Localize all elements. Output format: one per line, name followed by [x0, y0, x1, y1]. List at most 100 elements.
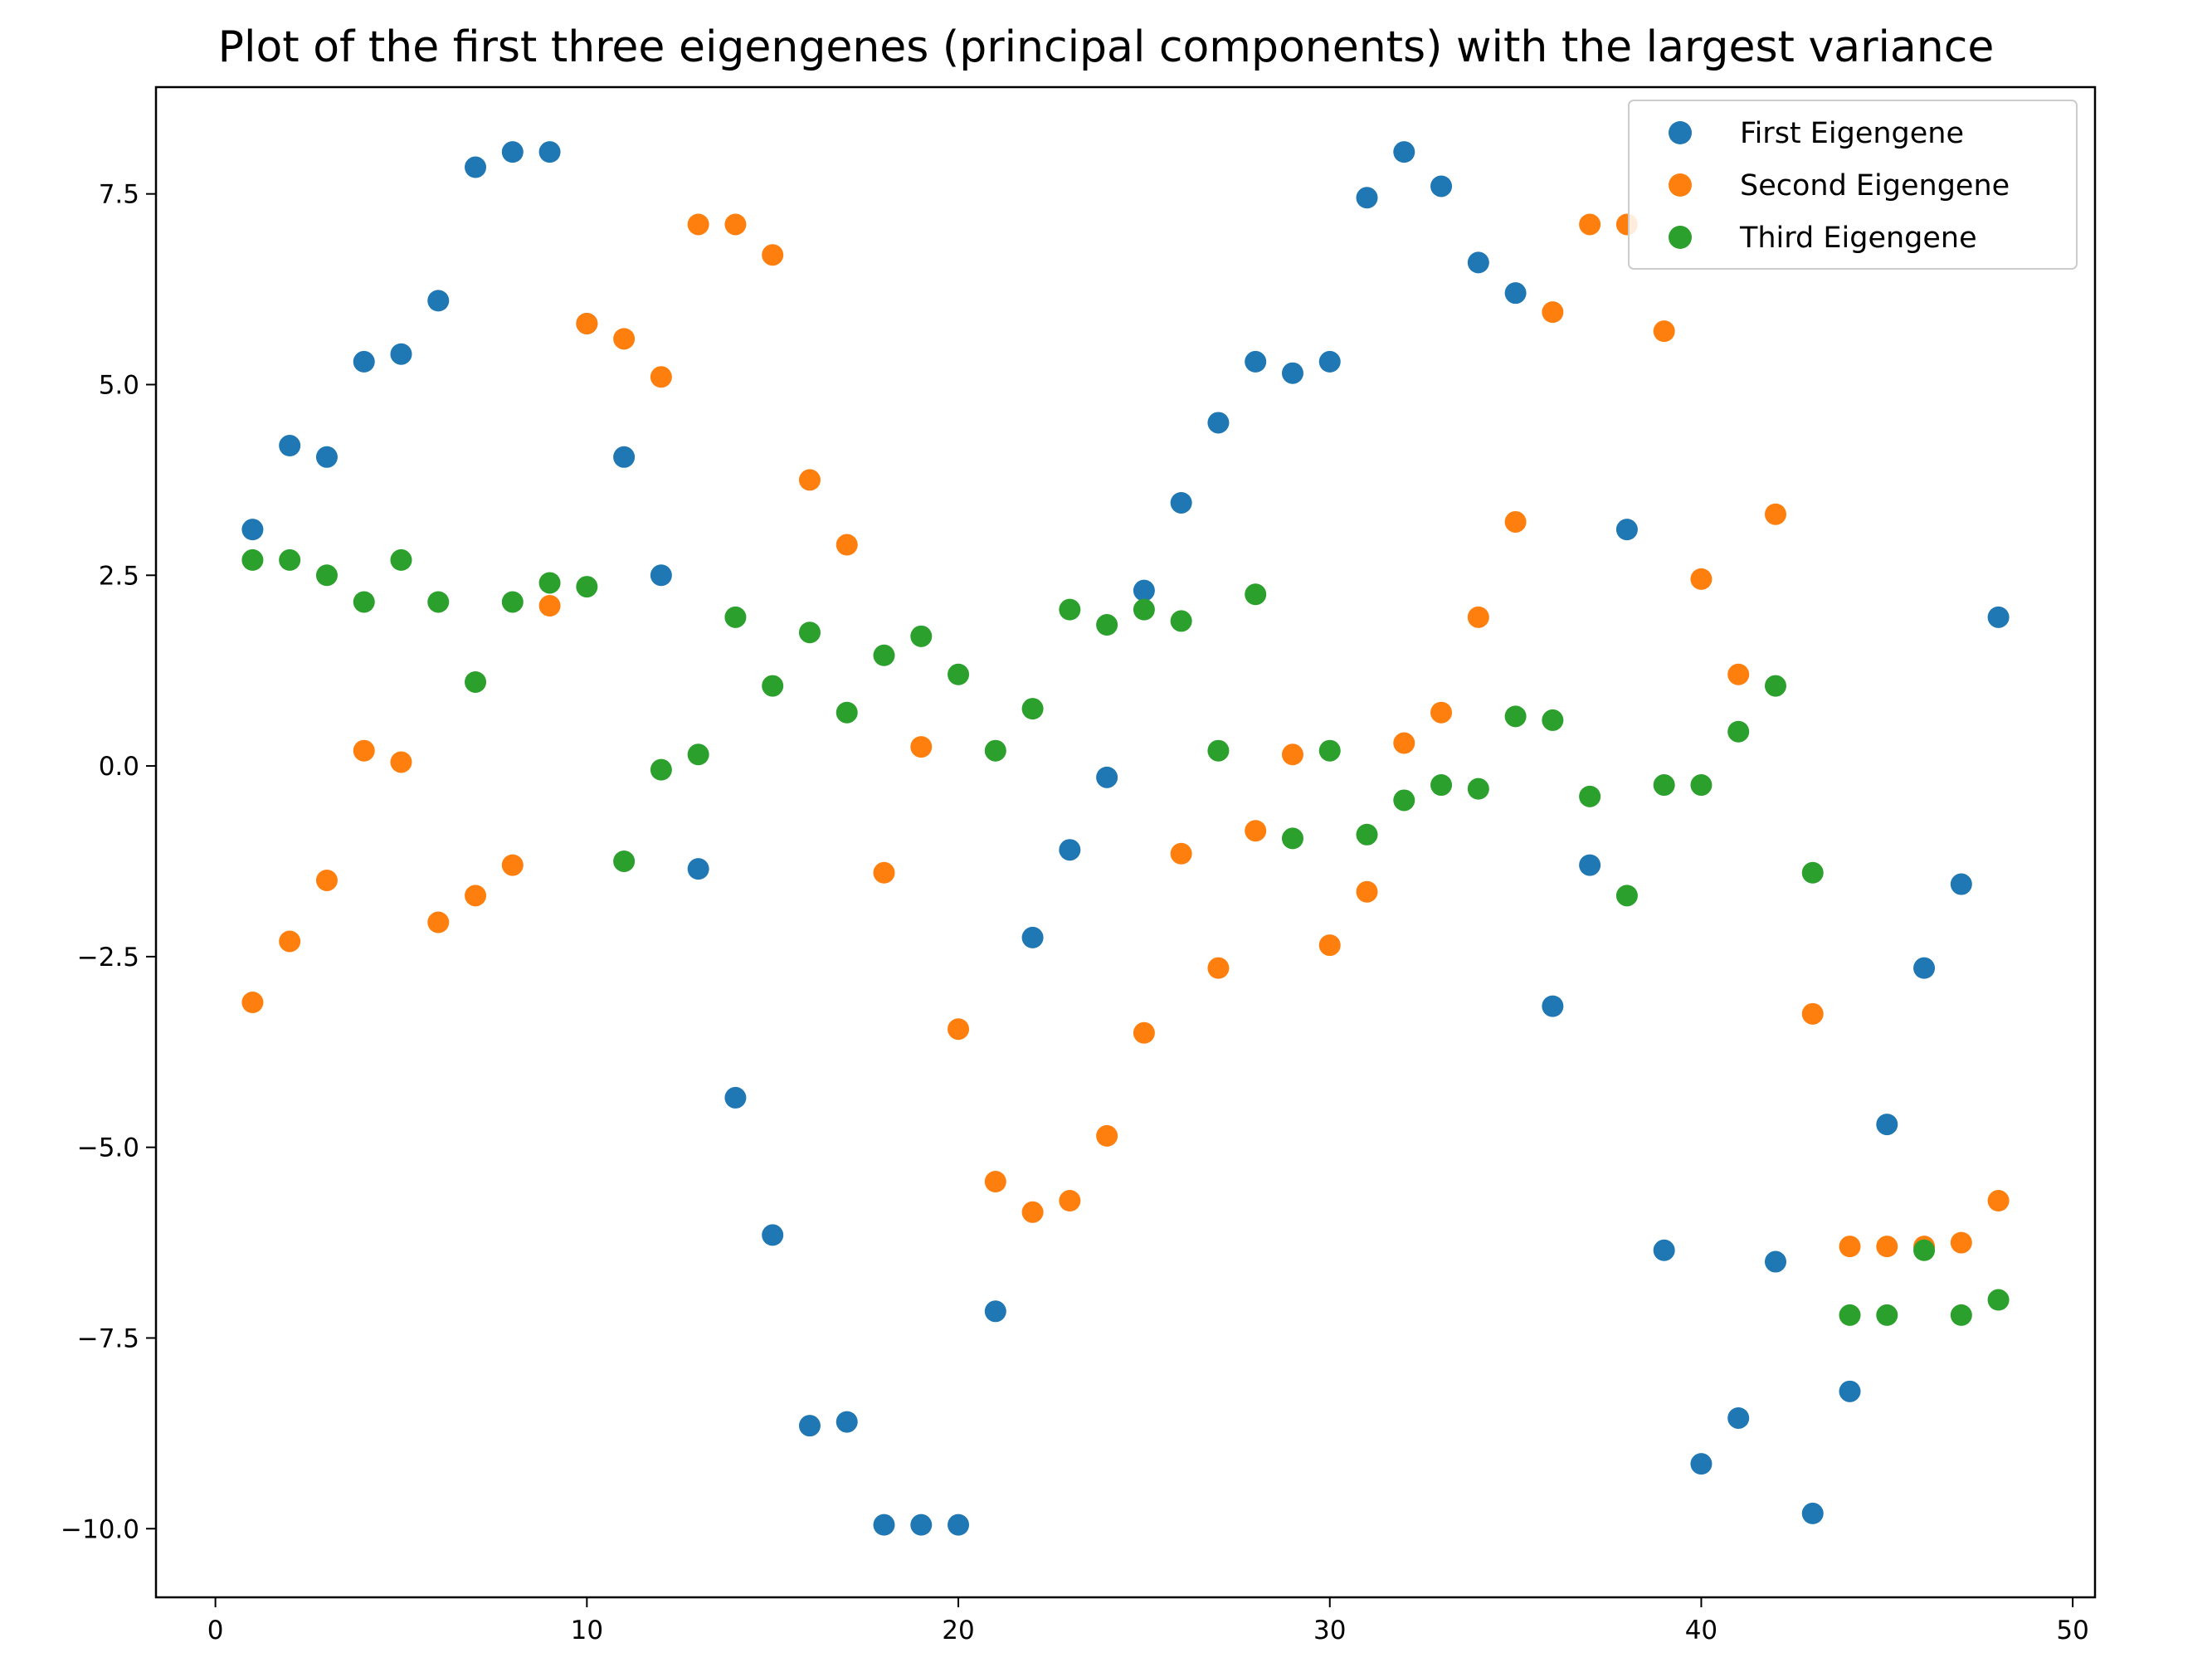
- point-first-eigengene: [1987, 606, 2010, 628]
- point-first-eigengene: [538, 141, 561, 163]
- point-second-eigengene: [1096, 1124, 1118, 1147]
- point-second-eigengene: [241, 992, 264, 1014]
- point-third-eigengene: [984, 739, 1006, 762]
- x-tick-label: 40: [1685, 1616, 1717, 1645]
- point-first-eigengene: [1801, 1502, 1824, 1524]
- point-third-eigengene: [1950, 1304, 1972, 1326]
- point-second-eigengene: [687, 213, 709, 236]
- point-third-eigengene: [1690, 774, 1713, 797]
- point-first-eigengene: [1096, 766, 1118, 788]
- point-first-eigengene: [279, 435, 301, 457]
- point-first-eigengene: [1393, 141, 1415, 163]
- point-second-eigengene: [650, 366, 672, 388]
- point-second-eigengene: [1318, 934, 1341, 957]
- point-second-eigengene: [1801, 1002, 1824, 1025]
- point-second-eigengene: [1653, 320, 1675, 343]
- point-first-eigengene: [1727, 1406, 1750, 1429]
- point-first-eigengene: [724, 1086, 747, 1109]
- point-third-eigengene: [836, 701, 858, 724]
- point-first-eigengene: [1245, 350, 1267, 373]
- point-third-eigengene: [1579, 785, 1601, 807]
- legend-box: [1628, 100, 2078, 270]
- point-second-eigengene: [501, 854, 524, 876]
- point-second-eigengene: [1950, 1231, 1972, 1254]
- legend: First Eigengene Second Eigengene Third E…: [1628, 100, 2078, 270]
- point-second-eigengene: [798, 469, 821, 491]
- point-first-eigengene: [1504, 282, 1527, 305]
- point-third-eigengene: [576, 576, 598, 598]
- point-second-eigengene: [1245, 820, 1267, 842]
- y-tick-label: 2.5: [99, 561, 139, 591]
- point-third-eigengene: [1801, 861, 1824, 884]
- point-first-eigengene: [1318, 350, 1341, 373]
- legend-label-second: Second Eigengene: [1740, 169, 2010, 202]
- y-tick-label: −5.0: [77, 1133, 139, 1163]
- point-second-eigengene: [1839, 1236, 1861, 1258]
- y-tick-label: 0.0: [99, 752, 139, 782]
- point-second-eigengene: [1133, 1021, 1155, 1044]
- point-first-eigengene: [1059, 839, 1081, 861]
- point-second-eigengene: [984, 1171, 1006, 1193]
- chart-title: Plot of the first three eigengenes (prin…: [218, 22, 1995, 72]
- y-tick-label: −10.0: [61, 1514, 139, 1544]
- point-first-eigengene: [873, 1514, 895, 1536]
- legend-marker-third: [1669, 226, 1692, 249]
- legend-marker-second: [1669, 173, 1692, 197]
- point-third-eigengene: [1987, 1289, 2010, 1311]
- point-third-eigengene: [1542, 709, 1564, 731]
- point-third-eigengene: [1653, 774, 1675, 797]
- point-third-eigengene: [1059, 598, 1081, 621]
- point-first-eigengene: [1133, 579, 1155, 602]
- point-third-eigengene: [1170, 610, 1192, 632]
- point-third-eigengene: [1839, 1304, 1861, 1326]
- point-first-eigengene: [948, 1514, 970, 1536]
- point-second-eigengene: [873, 861, 895, 884]
- point-first-eigengene: [836, 1411, 858, 1433]
- point-second-eigengene: [576, 312, 598, 334]
- point-second-eigengene: [1579, 213, 1601, 236]
- point-first-eigengene: [1653, 1239, 1675, 1261]
- point-second-eigengene: [1690, 568, 1713, 590]
- point-third-eigengene: [1133, 598, 1155, 621]
- data-points: [241, 141, 2010, 1536]
- point-second-eigengene: [1764, 503, 1786, 525]
- point-second-eigengene: [1393, 732, 1415, 754]
- point-first-eigengene: [1170, 491, 1192, 514]
- point-third-eigengene: [798, 622, 821, 644]
- point-third-eigengene: [1356, 823, 1378, 846]
- point-second-eigengene: [427, 911, 450, 933]
- x-tick-label: 0: [207, 1616, 224, 1645]
- point-third-eigengene: [353, 591, 375, 613]
- point-third-eigengene: [501, 591, 524, 613]
- point-third-eigengene: [1727, 720, 1750, 743]
- point-third-eigengene: [687, 743, 709, 766]
- point-second-eigengene: [836, 534, 858, 556]
- point-first-eigengene: [1950, 873, 1972, 895]
- point-third-eigengene: [1467, 778, 1489, 800]
- point-second-eigengene: [390, 751, 412, 773]
- point-first-eigengene: [501, 141, 524, 163]
- point-first-eigengene: [687, 858, 709, 880]
- point-second-eigengene: [279, 930, 301, 953]
- point-second-eigengene: [910, 736, 933, 758]
- point-third-eigengene: [241, 548, 264, 571]
- point-second-eigengene: [1356, 880, 1378, 903]
- point-second-eigengene: [1430, 701, 1453, 724]
- legend-marker-first: [1669, 121, 1692, 144]
- point-first-eigengene: [910, 1514, 933, 1536]
- point-third-eigengene: [1318, 739, 1341, 762]
- point-second-eigengene: [762, 244, 784, 266]
- point-third-eigengene: [465, 670, 487, 693]
- point-first-eigengene: [1839, 1380, 1861, 1402]
- point-first-eigengene: [390, 343, 412, 365]
- point-third-eigengene: [1430, 774, 1453, 797]
- point-second-eigengene: [538, 595, 561, 617]
- x-tick-label: 50: [2056, 1616, 2088, 1645]
- point-second-eigengene: [948, 1018, 970, 1041]
- point-third-eigengene: [762, 675, 784, 697]
- point-third-eigengene: [1504, 705, 1527, 728]
- point-third-eigengene: [1615, 885, 1638, 907]
- plot-frame: [154, 85, 2097, 1599]
- point-first-eigengene: [650, 564, 672, 587]
- point-second-eigengene: [724, 213, 747, 236]
